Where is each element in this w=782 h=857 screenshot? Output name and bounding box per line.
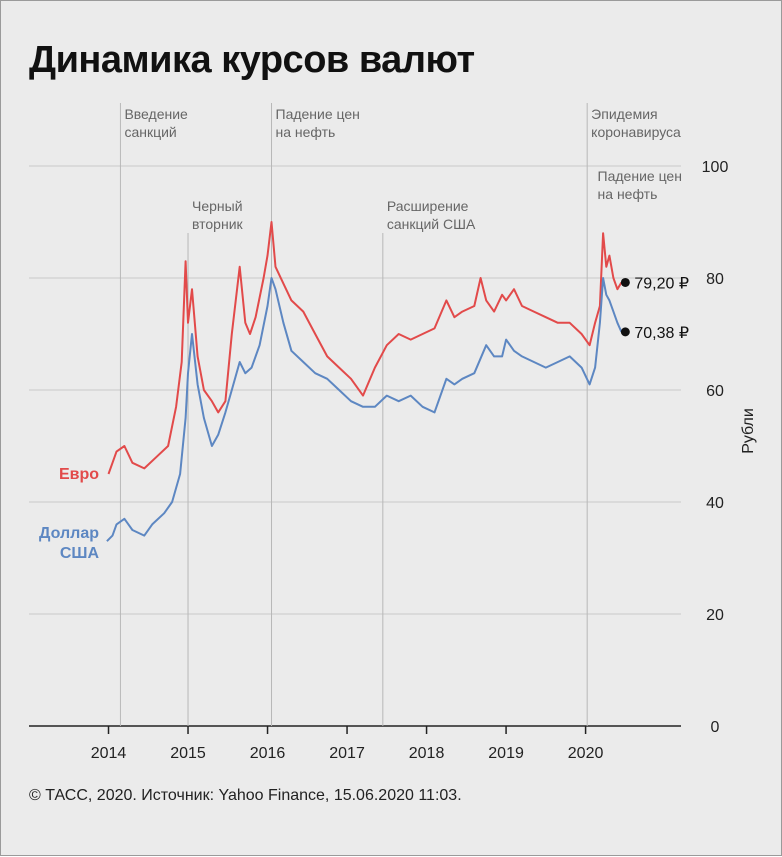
y-tick-label: 60 xyxy=(706,383,724,400)
event-label: Черный xyxy=(192,198,243,214)
event-label: на нефть xyxy=(276,124,336,140)
event-label: Эпидемия xyxy=(591,106,657,122)
usd-end-dot xyxy=(620,327,630,337)
x-tick-label: 2015 xyxy=(170,745,206,762)
eur-line xyxy=(107,221,623,475)
eur-end-label: 79,20 ₽ xyxy=(634,275,689,292)
event-label: санкций xyxy=(124,124,176,140)
usd-line xyxy=(106,277,623,542)
y-tick-label: 0 xyxy=(711,719,720,736)
event-label: коронавируса xyxy=(591,124,681,140)
eur-end-dot xyxy=(620,277,630,287)
event-label: вторник xyxy=(192,216,244,232)
y-tick-label: 80 xyxy=(706,271,724,288)
y-axis-label: Рубли xyxy=(740,408,757,454)
y-tick-label: 100 xyxy=(702,159,729,176)
x-tick-label: 2014 xyxy=(91,745,127,762)
usd-series-label: США xyxy=(60,545,100,562)
x-tick-label: 2016 xyxy=(250,745,286,762)
y-tick-label: 20 xyxy=(706,607,724,624)
x-tick-label: 2017 xyxy=(329,745,365,762)
event-label: санкций США xyxy=(387,216,476,232)
event-label: на нефть xyxy=(598,186,658,202)
y-tick-label: 40 xyxy=(706,495,724,512)
usd-end-label: 70,38 ₽ xyxy=(634,325,689,342)
x-tick-label: 2019 xyxy=(488,745,524,762)
x-tick-label: 2018 xyxy=(409,745,445,762)
source-note: © ТАСС, 2020. Источник: Yahoo Finance, 1… xyxy=(29,787,462,804)
x-tick-label: 2020 xyxy=(568,745,604,762)
chart-title: Динамика курсов валют xyxy=(29,39,475,81)
event-label: Падение цен xyxy=(598,168,682,184)
usd-series-label: Доллар xyxy=(39,525,99,542)
eur-series-label: Евро xyxy=(59,466,99,483)
event-label: Введение xyxy=(124,106,188,122)
event-label: Расширение xyxy=(387,198,469,214)
event-label: Падение цен xyxy=(276,106,360,122)
